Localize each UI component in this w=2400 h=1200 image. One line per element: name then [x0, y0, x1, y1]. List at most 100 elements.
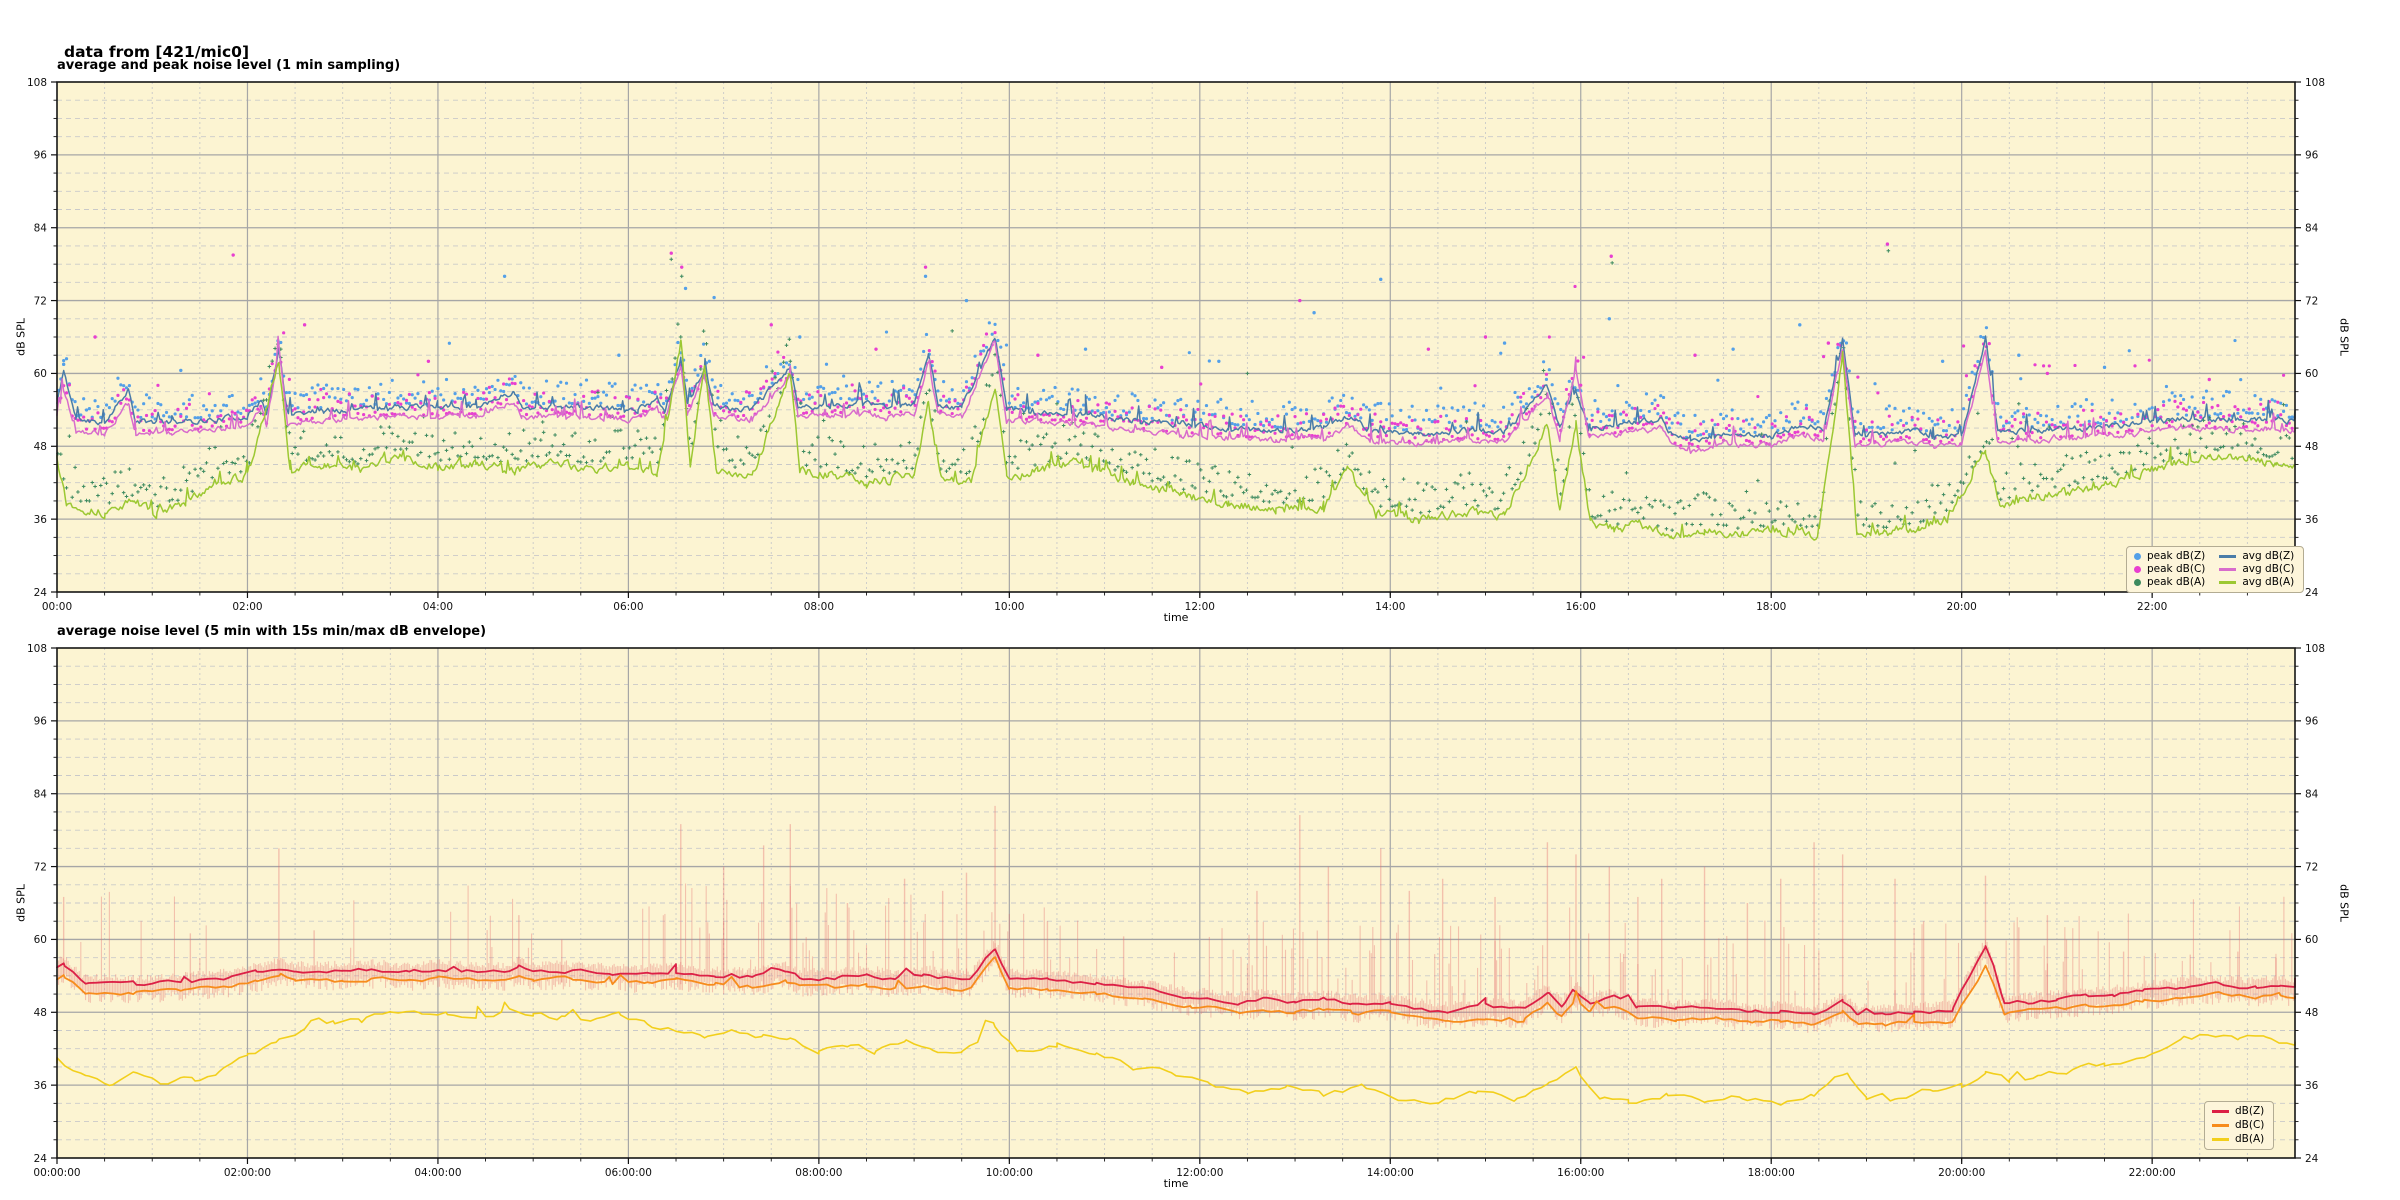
legend-label: dB(Z) [2235, 1105, 2265, 1117]
legend-label: peak dB(Z) [2147, 550, 2206, 562]
axis-ticks-avg-peak: 00:00 02:00 04:00 06:00 08:00 10:00 12:00 14:00… [27, 77, 2325, 613]
svg-text:108: 108 [27, 643, 47, 655]
svg-text:48: 48 [34, 441, 47, 453]
svg-text:10:00: 10:00 [994, 601, 1024, 613]
svg-text:60: 60 [34, 934, 47, 946]
legend-line-swatch [2219, 567, 2237, 572]
legend-label: avg dB(A) [2242, 576, 2295, 589]
legend-label: peak dB(A) [2147, 576, 2206, 589]
line-avg-db-a- [56, 339, 2296, 541]
svg-text:48: 48 [2305, 1007, 2318, 1019]
legend-item: dB(Z) [2212, 1105, 2265, 1117]
scatter-peak-db-a- [56, 248, 2294, 532]
svg-text:06:00:00: 06:00:00 [605, 1167, 652, 1179]
svg-text:36: 36 [34, 514, 48, 526]
chart1-ylabel-left: dB SPL [14, 318, 28, 356]
svg-text:84: 84 [34, 789, 48, 801]
svg-text:36: 36 [2305, 1080, 2319, 1092]
legend-label: dB(C) [2235, 1119, 2265, 1132]
svg-text:60: 60 [2305, 368, 2318, 380]
plot-avg-envelope: 00:00:00 02:00:00 04:00:00 06:00:00 08:00:00… [27, 643, 2325, 1179]
chart2-xlabel: time [1163, 1177, 1189, 1190]
line-db-c- [56, 956, 2296, 1027]
svg-text:18:00:00: 18:00:00 [1748, 1167, 1795, 1179]
svg-text:84: 84 [2305, 789, 2319, 801]
svg-text:20:00:00: 20:00:00 [1938, 1167, 1985, 1179]
svg-text:14:00:00: 14:00:00 [1367, 1167, 1414, 1179]
legend-item: avg dB(Z) [2219, 550, 2295, 562]
svg-text:12:00: 12:00 [1185, 601, 1215, 613]
svg-text:96: 96 [2305, 716, 2319, 728]
svg-text:24: 24 [34, 587, 48, 599]
line-db-z- [56, 945, 2296, 1016]
svg-text:60: 60 [2305, 934, 2318, 946]
svg-text:02:00: 02:00 [232, 601, 262, 613]
svg-text:36: 36 [2305, 514, 2319, 526]
svg-text:72: 72 [2305, 295, 2318, 307]
legend-line-swatch [2212, 1137, 2229, 1142]
svg-text:08:00: 08:00 [804, 601, 834, 613]
svg-text:04:00: 04:00 [423, 601, 453, 613]
axis-ticks-avg-envelope: 00:00:00 02:00:00 04:00:00 06:00:00 08:00:00… [27, 643, 2325, 1179]
svg-text:48: 48 [34, 1007, 47, 1019]
svg-text:96: 96 [34, 150, 48, 162]
line-avg-db-c- [56, 335, 2296, 455]
svg-text:48: 48 [2305, 441, 2318, 453]
legend-item: avg dB(C) [2219, 563, 2295, 576]
legend-dot-swatch [2134, 553, 2141, 560]
legend-line-swatch [2212, 1123, 2229, 1128]
svg-text:18:00: 18:00 [1756, 601, 1786, 613]
legend-item: peak dB(A) [2134, 577, 2205, 588]
header-line-source: data from [421/mic0] [64, 42, 250, 61]
chart1-ylabel-right: dB SPL [2337, 318, 2351, 356]
legend-item: peak dB(C) [2134, 563, 2206, 576]
legend-dot-swatch [2134, 566, 2141, 574]
svg-text:72: 72 [2305, 861, 2318, 873]
chart1-title: average and peak noise level (1 min samp… [57, 58, 401, 73]
svg-text:08:00:00: 08:00:00 [795, 1167, 842, 1179]
svg-text:20:00: 20:00 [1947, 601, 1977, 613]
svg-text:72: 72 [34, 295, 47, 307]
svg-text:12:00:00: 12:00:00 [1176, 1167, 1223, 1179]
svg-text:108: 108 [27, 77, 47, 89]
legend-line-swatch [2212, 1109, 2229, 1114]
legend-dot-swatch [2134, 579, 2141, 587]
svg-text:16:00:00: 16:00:00 [1557, 1167, 1604, 1179]
chart2-legend: dB(Z) dB(C) dB(A) [2204, 1101, 2275, 1151]
svg-text:24: 24 [2305, 1153, 2319, 1165]
svg-text:22:00: 22:00 [2137, 601, 2167, 613]
chart2-title: average noise level (5 min with 15s min/… [57, 624, 487, 639]
chart2-ylabel-left: dB SPL [14, 884, 28, 922]
svg-text:24: 24 [34, 1153, 48, 1165]
legend-line-swatch [2219, 580, 2237, 585]
svg-text:00:00: 00:00 [42, 601, 72, 613]
legend-item: dB(A) [2212, 1134, 2264, 1145]
svg-text:96: 96 [2305, 150, 2319, 162]
legend-item: peak dB(Z) [2134, 550, 2206, 562]
svg-text:108: 108 [2305, 77, 2325, 89]
svg-text:04:00:00: 04:00:00 [414, 1167, 461, 1179]
chart2-ylabel-right: dB SPL [2337, 884, 2351, 922]
line-db-a- [56, 1001, 2296, 1106]
svg-text:36: 36 [34, 1080, 48, 1092]
svg-text:00:00:00: 00:00:00 [33, 1167, 80, 1179]
svg-text:22:00:00: 22:00:00 [2129, 1167, 2176, 1179]
svg-text:14:00: 14:00 [1375, 601, 1405, 613]
svg-text:108: 108 [2305, 643, 2325, 655]
svg-text:06:00: 06:00 [613, 601, 643, 613]
legend-label: avg dB(Z) [2242, 550, 2295, 562]
legend-label: avg dB(C) [2242, 563, 2295, 576]
svg-text:72: 72 [34, 861, 47, 873]
svg-text:02:00:00: 02:00:00 [224, 1167, 271, 1179]
chart1-legend: peak dB(Z) avg dB(Z) peak dB(C) avg dB(C) pe… [2126, 546, 2305, 594]
legend-item: avg dB(A) [2219, 577, 2294, 588]
svg-text:60: 60 [34, 368, 47, 380]
svg-text:84: 84 [34, 223, 48, 235]
legend-line-swatch [2219, 554, 2237, 559]
svg-text:16:00: 16:00 [1566, 601, 1596, 613]
legend-label: peak dB(C) [2147, 563, 2206, 576]
svg-text:84: 84 [2305, 223, 2319, 235]
svg-text:96: 96 [34, 716, 48, 728]
